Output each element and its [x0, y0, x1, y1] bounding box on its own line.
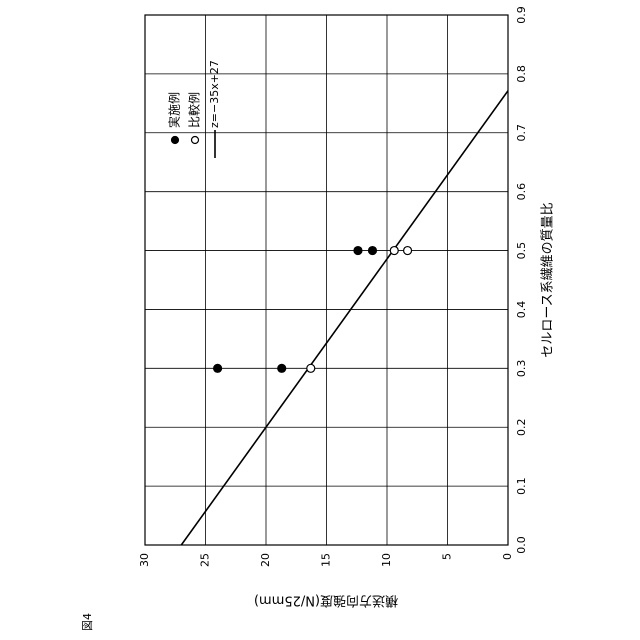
- chart: セルロース系繊維の質量比 横送方向強度(N/25mm) 0.0 0.1 0.2 0.3…: [138, 6, 562, 608]
- x-tick-label: 0.1: [515, 477, 528, 495]
- legend-marker: [172, 137, 179, 144]
- x-tick-label: 0.9: [515, 6, 528, 24]
- y-tick-label: 25: [199, 553, 212, 567]
- y-tick-label: 30: [138, 553, 151, 567]
- fit-line: [181, 15, 562, 545]
- data-point: [278, 364, 286, 372]
- fit-group: [181, 15, 562, 545]
- x-tick-label: 0.5: [515, 242, 528, 260]
- x-tick-label: 0.4: [515, 301, 528, 319]
- x-tick-label: 0.3: [515, 360, 528, 378]
- y-tick-label: 10: [380, 553, 393, 567]
- data-point: [214, 364, 222, 372]
- y-axis-title: 横送方向強度(N/25mm): [254, 593, 398, 609]
- x-axis-title: セルロース系繊維の質量比: [540, 202, 556, 357]
- y-tick-label: 5: [441, 553, 454, 560]
- legend-label: 比較例: [187, 92, 202, 128]
- data-point: [404, 247, 412, 255]
- legend-label: 実施例: [167, 92, 182, 128]
- x-tick-label: 0.8: [515, 65, 528, 83]
- x-tick-label: 0.2: [515, 418, 528, 436]
- data-point: [368, 247, 376, 255]
- x-tick-label: 0.6: [515, 183, 528, 201]
- legend-label: z=−35x+27: [208, 60, 221, 128]
- y-tick-label: 15: [320, 553, 333, 567]
- x-tick-label: 0.7: [515, 124, 528, 142]
- figure-label: 図4: [81, 613, 94, 631]
- data-point: [307, 364, 315, 372]
- data-point: [390, 247, 398, 255]
- x-tick-label: 0.0: [515, 536, 528, 554]
- page: 図4 セルロース系繊維の質量比 横送方向強度(N/25mm) 0.0 0.1 0.2…: [0, 0, 640, 640]
- legend-marker: [192, 137, 199, 144]
- y-tick-label: 0: [501, 553, 514, 560]
- data-point: [354, 247, 362, 255]
- y-tick-label: 20: [259, 553, 272, 567]
